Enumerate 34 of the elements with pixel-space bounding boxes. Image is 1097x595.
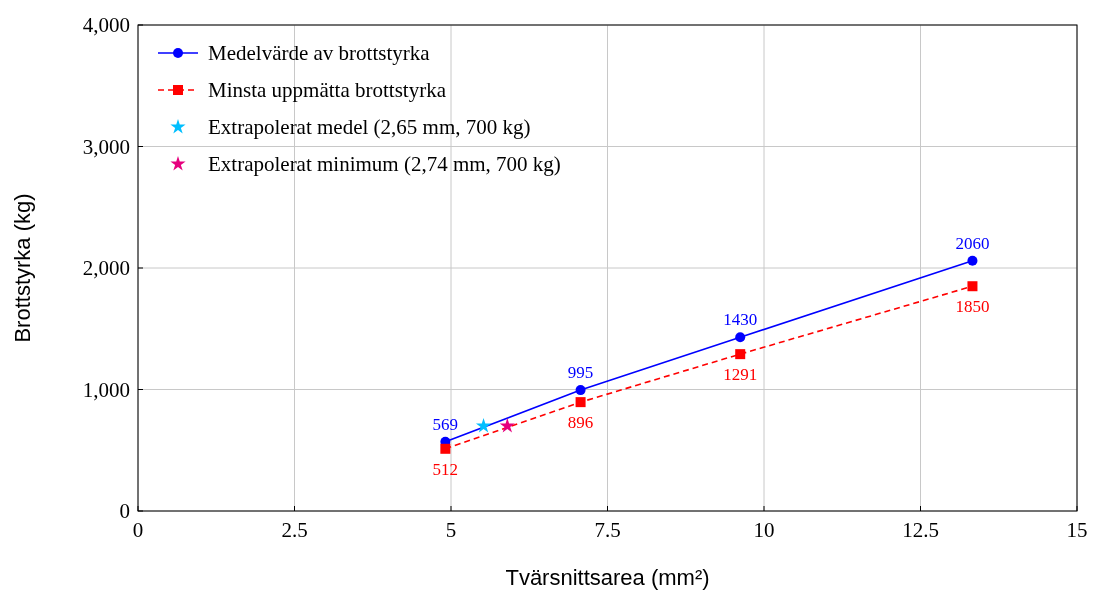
y-tick-label: 1,000 xyxy=(82,377,130,402)
legend-label: Minsta uppmätta brottstyrka xyxy=(208,78,447,102)
data-label: 896 xyxy=(567,413,594,433)
point xyxy=(499,417,515,433)
point xyxy=(735,349,746,360)
y-tick-label: 3,000 xyxy=(82,134,130,159)
x-tick-label: 5 xyxy=(445,518,457,542)
data-label: 1850 xyxy=(955,297,990,317)
point xyxy=(967,255,978,266)
point xyxy=(735,332,746,343)
legend-label: Extrapolerat minimum (2,74 mm, 700 kg) xyxy=(208,152,561,176)
x-tick-label: 15 xyxy=(1066,518,1088,542)
point xyxy=(575,397,586,408)
data-label: 2060 xyxy=(955,233,990,253)
data-label: 569 xyxy=(432,414,459,434)
y-tick-label: 2,000 xyxy=(82,256,130,280)
x-tick-label: 7.5 xyxy=(594,518,621,542)
data-label: 512 xyxy=(432,459,459,479)
y-tick-label: 0 xyxy=(119,499,130,523)
legend-label: Medelvärde av brottstyrka xyxy=(208,41,431,65)
data-label: 1291 xyxy=(723,365,758,385)
legend-label: Extrapolerat medel (2,65 mm, 700 kg) xyxy=(208,115,531,139)
x-tick-label: 10 xyxy=(753,518,775,542)
x-tick-label: 2.5 xyxy=(281,518,308,542)
point xyxy=(475,417,492,433)
x-tick-label: 12.5 xyxy=(902,518,939,542)
data-label: 1430 xyxy=(723,310,758,330)
point xyxy=(440,443,451,454)
y-axis-title: Brottstyrka (kg) xyxy=(10,193,35,343)
x-axis-title: Tvärsnittsarea (mm²) xyxy=(505,565,710,590)
point xyxy=(967,281,978,292)
data-label: 995 xyxy=(567,363,594,383)
y-tick-label: 4,000 xyxy=(82,13,130,37)
point xyxy=(575,385,586,396)
